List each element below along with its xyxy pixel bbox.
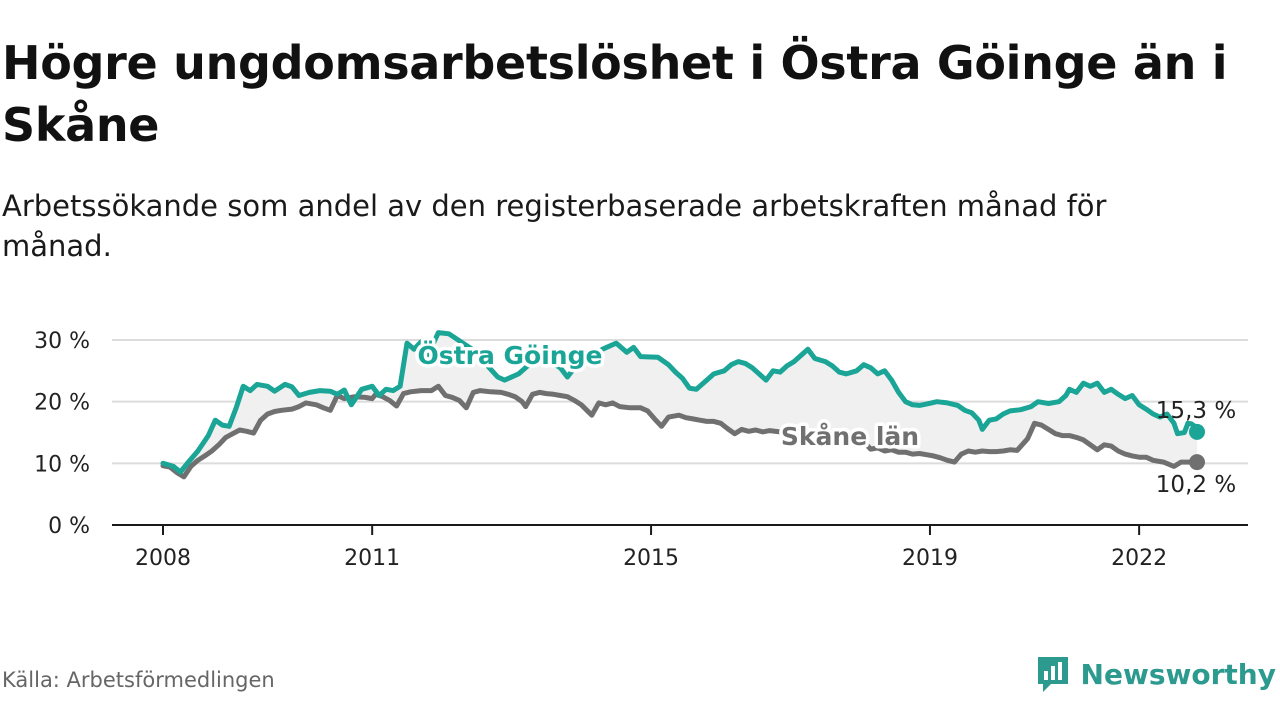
x-tick-label: 2019 <box>902 546 958 571</box>
chart-subtitle: Arbetssökande som andel av den registerb… <box>2 189 1107 263</box>
series-lines <box>160 330 1205 480</box>
newsworthy-logo-icon <box>1037 657 1068 692</box>
series-label-ostra-goinge-halo: Östra Göinge <box>418 340 603 370</box>
axes: 0 % 10 % 20 % 30 % 2008 2011 2015 2019 2022 <box>34 329 1248 571</box>
series-line-ostra-goinge <box>160 330 1200 475</box>
end-point-skane-lan <box>1189 454 1205 471</box>
brand-name: Newsworthy <box>1080 657 1276 691</box>
y-tick-label: 20 % <box>34 391 90 416</box>
series-label-skane-lan-halo: Skåne län <box>781 422 919 451</box>
end-label-skane-lan: 10,2 % <box>1156 472 1236 498</box>
x-tick-label: 2008 <box>135 546 191 571</box>
y-tick-label: 30 % <box>34 329 90 354</box>
end-point-ostra-goinge <box>1189 423 1205 440</box>
series-label-ostra-goinge: Östra Göinge <box>418 340 603 370</box>
end-label-ostra-goinge: 15,3 % <box>1156 398 1236 424</box>
chart-title: Högre ungdomsarbetslöshet i Östra Göinge… <box>2 36 1228 152</box>
difference-band <box>163 332 1197 476</box>
brand-logo[interactable]: Newsworthy <box>1035 652 1276 696</box>
y-tick-label: 10 % <box>34 452 90 477</box>
difference-band-area <box>163 332 1197 476</box>
series-line-skane-lan <box>160 383 1200 480</box>
y-tick-label: 0 % <box>48 514 90 539</box>
series-label-skane-lan: Skåne län <box>781 422 919 451</box>
x-tick-label: 2015 <box>623 546 679 571</box>
source-note: Källa: Arbetsförmedlingen <box>2 668 275 692</box>
x-tick-label: 2011 <box>344 546 400 571</box>
x-tick-label: 2022 <box>1111 546 1167 571</box>
